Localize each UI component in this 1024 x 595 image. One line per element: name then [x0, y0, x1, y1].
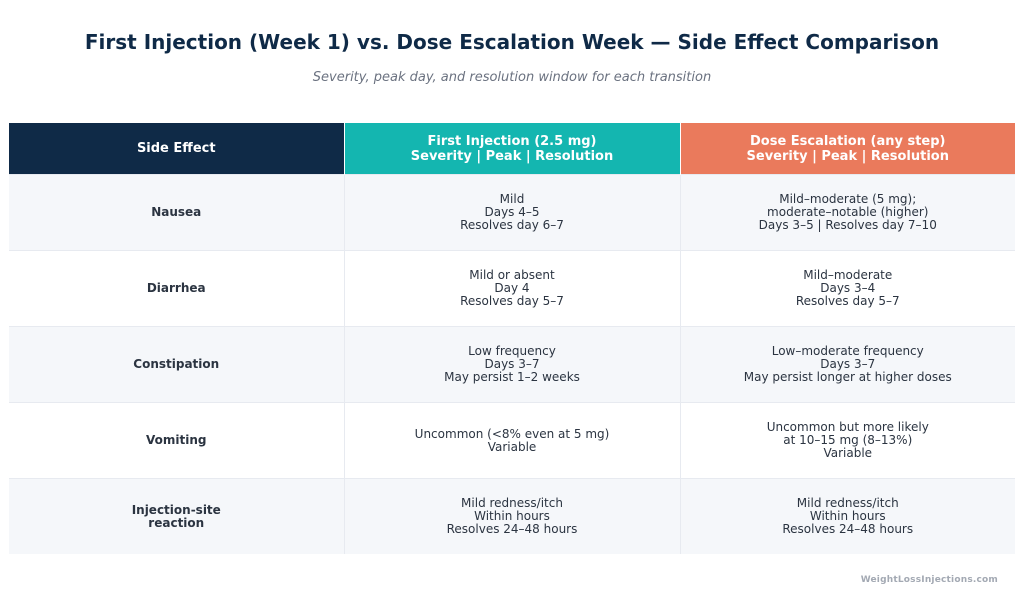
- first-injection-cell: Uncommon (<8% even at 5 mg) Variable: [343, 402, 680, 479]
- dose-escalation-cell: Low–moderate frequency Days 3–7 May persis…: [679, 326, 1015, 403]
- dose-escalation-cell: Uncommon but more likely at 10–15 mg (8–1…: [679, 402, 1015, 479]
- table-row: Injection-site reaction Mild redness/itch W…: [9, 478, 1015, 554]
- cell-line: Mild or absent: [469, 268, 555, 282]
- cell-line: Variable: [823, 446, 873, 460]
- cell-line: Days 3–5 | Resolves day 7–10: [758, 218, 937, 232]
- header-sublabel: Severity | Peak | Resolution: [410, 148, 614, 164]
- cell-line: Mild–moderate (5 mg);: [779, 192, 917, 206]
- cell-line: Vomiting: [146, 433, 207, 447]
- cell-line: Constipation: [133, 357, 220, 371]
- cell-line: at 10–15 mg (8–13%): [783, 433, 913, 447]
- dose-escalation-cell: Mild redness/itch Within hours Resolves 24…: [679, 478, 1015, 554]
- cell-line: reaction: [148, 515, 205, 530]
- cell-line: Resolves day 5–7: [460, 294, 564, 308]
- cell-line: May persist longer at higher doses: [743, 370, 952, 384]
- side-effect-cell: Constipation: [9, 326, 344, 403]
- column-header-side-effect: Side Effect: [9, 123, 344, 175]
- comparison-table: Side Effect First Injection (2.5 mg) Sev…: [9, 123, 1015, 554]
- dose-escalation-cell: Mild–moderate Days 3–4 Resolves day 5–7: [679, 250, 1015, 327]
- side-effect-cell: Nausea: [9, 174, 344, 251]
- first-injection-cell: Mild Days 4–5 Resolves day 6–7: [343, 174, 680, 251]
- side-effect-cell: Diarrhea: [9, 250, 344, 327]
- table-body: Nausea Mild Days 4–5 Resolves day 6–7 Mild–m…: [9, 174, 1015, 554]
- cell-line: Injection-site: [131, 502, 221, 517]
- first-injection-cell: Mild or absent Day 4 Resolves day 5–7: [343, 250, 680, 327]
- cell-line: Mild: [499, 192, 525, 206]
- cell-line: Mild redness/itch: [461, 496, 563, 510]
- side-effect-cell: Injection-site reaction: [9, 478, 344, 554]
- cell-line: Days 3–4: [820, 281, 876, 295]
- cell-line: Mild–moderate: [803, 268, 893, 282]
- header-label: First Injection (2.5 mg): [427, 133, 597, 149]
- cell-line: Mild redness/itch: [796, 496, 899, 510]
- cell-line: Diarrhea: [146, 281, 206, 295]
- header-sublabel: Severity | Peak | Resolution: [746, 148, 949, 164]
- cell-line: Resolves 24–48 hours: [446, 522, 578, 536]
- table-row: Vomiting Uncommon (<8% even at 5 mg) Varia…: [9, 402, 1015, 479]
- cell-line: May persist 1–2 weeks: [444, 370, 580, 384]
- cell-line: Resolves day 5–7: [795, 294, 900, 308]
- page-title: First Injection (Week 1) vs. Dose Escala…: [84, 30, 940, 54]
- table-row: Constipation Low frequency Days 3–7 May per…: [9, 326, 1015, 403]
- first-injection-cell: Mild redness/itch Within hours Resolves 24…: [343, 478, 680, 554]
- cell-line: Resolves 24–48 hours: [782, 522, 914, 536]
- cell-line: Days 3–7: [820, 357, 876, 371]
- cell-line: Within hours: [809, 509, 886, 523]
- cell-line: Days 3–7: [484, 357, 540, 371]
- cell-line: Variable: [487, 439, 537, 454]
- column-header-first-injection: First Injection (2.5 mg) Severity | Peak…: [343, 123, 680, 175]
- cell-line: Low frequency: [468, 344, 556, 358]
- cell-line: Low–moderate frequency: [771, 344, 924, 358]
- cell-line: moderate–notable (higher): [767, 205, 929, 219]
- table-row: Diarrhea Mild or absent Day 4 Resolves day …: [9, 250, 1015, 327]
- header-label: Side Effect: [136, 141, 216, 156]
- column-header-dose-escalation: Dose Escalation (any step) Severity | Pe…: [679, 123, 1015, 175]
- dose-escalation-cell: Mild–moderate (5 mg); moderate–notable (h…: [679, 174, 1015, 251]
- first-injection-cell: Low frequency Days 3–7 May persist 1–2 wee…: [343, 326, 680, 403]
- header-label: Dose Escalation (any step): [750, 133, 946, 149]
- cell-line: Resolves day 6–7: [460, 218, 564, 232]
- cell-line: Uncommon (<8% even at 5 mg): [414, 426, 610, 441]
- cell-line: Nausea: [151, 205, 202, 219]
- table-row: Nausea Mild Days 4–5 Resolves day 6–7 Mild–m…: [9, 174, 1015, 251]
- page-subtitle: Severity, peak day, and resolution windo…: [312, 70, 712, 85]
- source-watermark: WeightLossInjections.com: [860, 575, 998, 585]
- cell-line: Uncommon but more likely: [766, 420, 929, 434]
- cell-line: Within hours: [474, 509, 550, 523]
- cell-line: Day 4: [494, 281, 530, 295]
- side-effect-cell: Vomiting: [9, 402, 344, 479]
- table-header-row: Side Effect First Injection (2.5 mg) Sev…: [9, 123, 1015, 175]
- cell-line: Days 4–5: [484, 205, 540, 219]
